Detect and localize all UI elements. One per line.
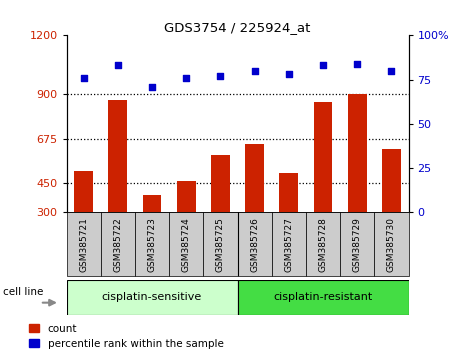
Legend: count, percentile rank within the sample: count, percentile rank within the sample — [25, 320, 228, 353]
Text: GSM385725: GSM385725 — [216, 217, 225, 272]
Bar — [177, 181, 196, 212]
Point — [148, 84, 156, 90]
Bar — [101, 212, 135, 276]
Point — [353, 61, 361, 67]
Bar — [135, 212, 169, 276]
Point — [80, 75, 87, 81]
Bar — [203, 212, 238, 276]
Bar — [245, 144, 264, 212]
Point — [182, 75, 190, 81]
Bar — [238, 212, 272, 276]
Text: cisplatin-sensitive: cisplatin-sensitive — [102, 292, 202, 302]
Bar — [340, 212, 374, 276]
Bar — [279, 173, 298, 212]
Text: GSM385721: GSM385721 — [79, 217, 88, 272]
Bar — [382, 149, 401, 212]
Bar — [108, 100, 127, 212]
Text: cisplatin-resistant: cisplatin-resistant — [274, 292, 372, 302]
Text: GSM385729: GSM385729 — [353, 217, 361, 272]
Bar — [169, 212, 203, 276]
Title: GDS3754 / 225924_at: GDS3754 / 225924_at — [164, 21, 311, 34]
Text: GSM385722: GSM385722 — [114, 217, 122, 272]
Bar — [348, 95, 367, 212]
Bar — [66, 212, 101, 276]
Bar — [374, 212, 408, 276]
Bar — [272, 212, 306, 276]
Point — [217, 73, 224, 79]
Point — [251, 68, 258, 74]
Bar — [314, 102, 332, 212]
Point — [388, 68, 395, 74]
Text: cell line: cell line — [3, 287, 44, 297]
Point — [114, 63, 122, 68]
Text: GSM385726: GSM385726 — [250, 217, 259, 272]
Bar — [238, 280, 408, 315]
Text: GSM385724: GSM385724 — [182, 217, 190, 272]
Bar — [306, 212, 340, 276]
Point — [285, 72, 293, 77]
Text: GSM385727: GSM385727 — [285, 217, 293, 272]
Text: GSM385723: GSM385723 — [148, 217, 156, 272]
Bar — [66, 280, 238, 315]
Bar — [142, 195, 162, 212]
Bar — [74, 171, 93, 212]
Bar — [211, 155, 230, 212]
Point — [319, 63, 327, 68]
Text: GSM385730: GSM385730 — [387, 217, 396, 272]
Text: GSM385728: GSM385728 — [319, 217, 327, 272]
